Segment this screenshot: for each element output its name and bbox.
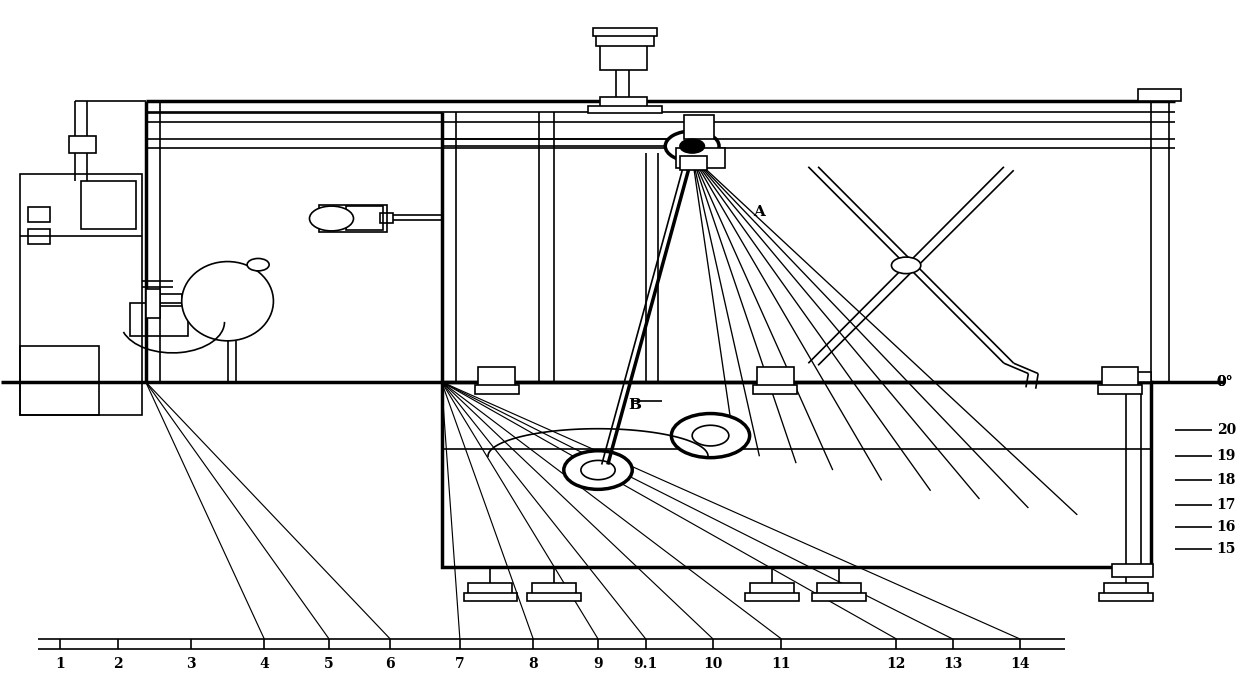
- Bar: [601, 96, 647, 111]
- Bar: [601, 43, 647, 71]
- Circle shape: [310, 206, 353, 231]
- Text: 13: 13: [943, 657, 963, 671]
- Text: 20: 20: [1217, 423, 1237, 437]
- Text: 19: 19: [1217, 449, 1237, 463]
- Text: 15: 15: [1217, 543, 1237, 556]
- Bar: [146, 289, 160, 318]
- Bar: [1098, 385, 1142, 394]
- Bar: [380, 213, 393, 224]
- Bar: [320, 205, 387, 233]
- Text: 7: 7: [455, 657, 465, 671]
- Bar: [745, 593, 798, 601]
- Circle shape: [693, 426, 729, 446]
- Text: 2: 2: [113, 657, 123, 671]
- Text: 17: 17: [1217, 498, 1237, 511]
- Bar: [757, 367, 794, 388]
- Text: 3: 3: [186, 657, 196, 671]
- Bar: [817, 583, 861, 594]
- Bar: [753, 385, 798, 394]
- Text: B: B: [628, 398, 642, 412]
- Bar: [593, 28, 657, 36]
- Bar: [750, 583, 794, 594]
- Bar: [684, 115, 714, 139]
- Bar: [1101, 367, 1139, 388]
- Text: 12: 12: [887, 657, 906, 671]
- Circle shape: [665, 131, 719, 161]
- Text: 9.1: 9.1: [633, 657, 658, 671]
- Bar: [812, 593, 866, 601]
- Bar: [346, 206, 383, 230]
- Text: 14: 14: [1010, 657, 1030, 671]
- Bar: [527, 593, 581, 601]
- Bar: [1104, 583, 1149, 594]
- Bar: [468, 583, 513, 594]
- Bar: [441, 382, 1151, 567]
- Bar: [589, 106, 662, 113]
- Circle shape: [581, 460, 615, 480]
- Bar: [20, 174, 142, 415]
- Bar: [1099, 593, 1154, 601]
- Bar: [1111, 565, 1154, 577]
- Bar: [1114, 372, 1151, 382]
- Bar: [28, 207, 51, 222]
- Text: 11: 11: [772, 657, 792, 671]
- Text: 16: 16: [1217, 520, 1237, 534]
- Text: A: A: [753, 205, 766, 219]
- Bar: [676, 147, 725, 168]
- Text: 6: 6: [385, 657, 395, 671]
- Text: 1: 1: [56, 657, 64, 671]
- Bar: [532, 583, 576, 594]
- Bar: [130, 302, 188, 336]
- Text: 4: 4: [259, 657, 269, 671]
- Circle shape: [680, 139, 705, 153]
- Text: 8: 8: [528, 657, 538, 671]
- Bar: [463, 593, 518, 601]
- Text: 5: 5: [325, 657, 333, 671]
- Circle shape: [564, 450, 632, 489]
- Bar: [596, 34, 654, 46]
- Bar: [81, 181, 136, 229]
- Circle shape: [672, 414, 750, 457]
- Bar: [28, 229, 51, 244]
- Ellipse shape: [182, 262, 274, 341]
- Bar: [478, 367, 515, 388]
- Circle shape: [891, 257, 921, 273]
- Bar: [680, 156, 706, 170]
- Text: 10: 10: [704, 657, 722, 671]
- Circle shape: [247, 259, 269, 271]
- Bar: [68, 136, 95, 153]
- Bar: [475, 385, 519, 394]
- Text: 0°: 0°: [1217, 375, 1233, 389]
- Bar: [20, 346, 99, 415]
- Text: 9: 9: [593, 657, 603, 671]
- Text: 0°: 0°: [1217, 375, 1233, 389]
- Bar: [1139, 89, 1181, 101]
- Text: 18: 18: [1217, 473, 1237, 487]
